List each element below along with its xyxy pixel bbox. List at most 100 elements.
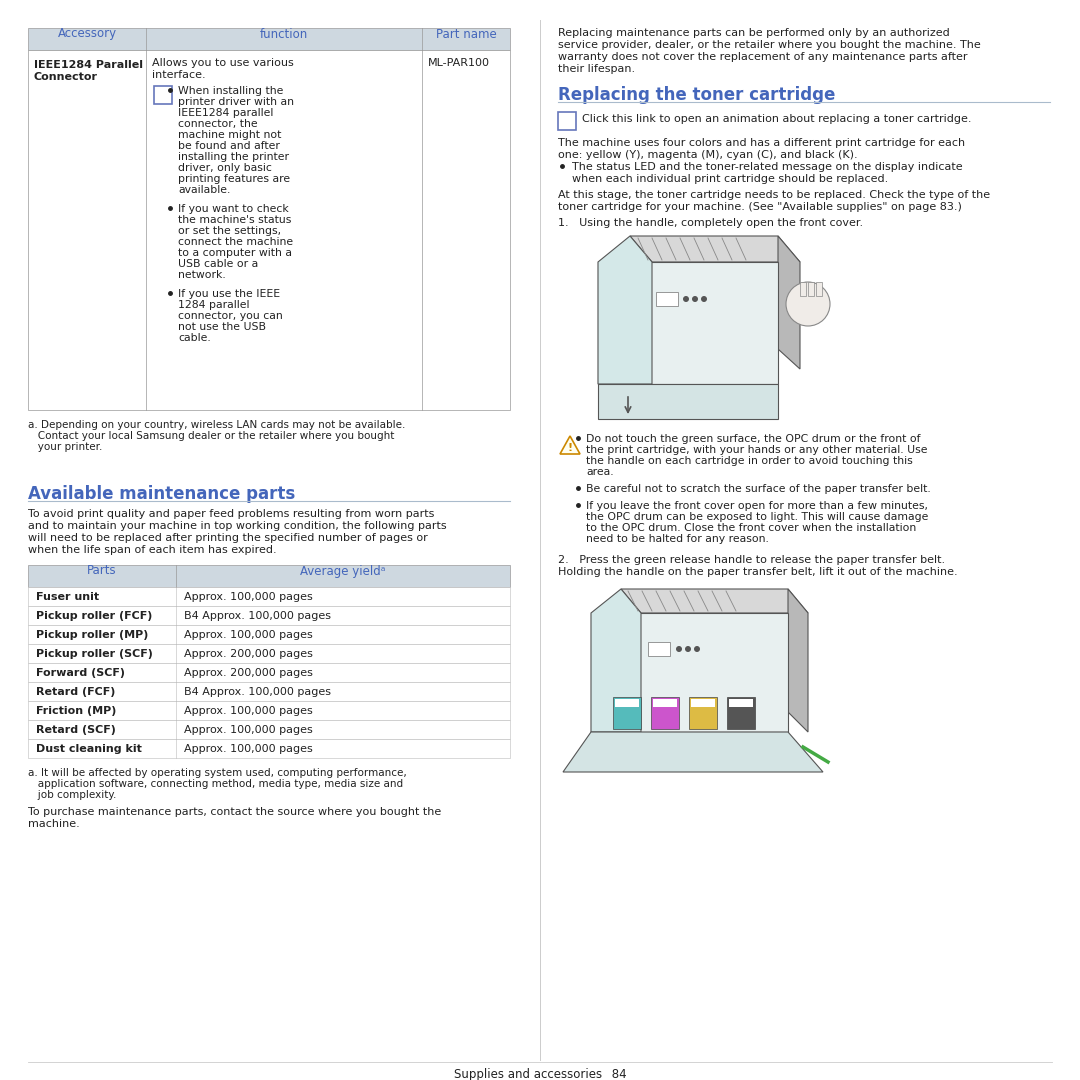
- Text: B4 Approx. 100,000 pages: B4 Approx. 100,000 pages: [184, 611, 330, 621]
- Text: installing the printer: installing the printer: [178, 152, 289, 162]
- Bar: [28, 681, 510, 701]
- Bar: [727, 697, 755, 729]
- Text: area.: area.: [586, 467, 613, 477]
- Polygon shape: [788, 589, 808, 732]
- Text: be found and after: be found and after: [178, 141, 280, 151]
- Polygon shape: [621, 589, 808, 613]
- Polygon shape: [598, 237, 652, 384]
- Text: IEEE1284 Parallel: IEEE1284 Parallel: [33, 60, 143, 70]
- Text: 2.   Press the green release handle to release the paper transfer belt.: 2. Press the green release handle to rel…: [558, 555, 945, 565]
- Bar: [648, 642, 670, 656]
- Text: To avoid print quality and paper feed problems resulting from worn parts: To avoid print quality and paper feed pr…: [28, 509, 434, 519]
- Polygon shape: [598, 262, 778, 384]
- Text: If you leave the front cover open for more than a few minutes,: If you leave the front cover open for mo…: [586, 501, 928, 511]
- Bar: [28, 663, 510, 681]
- Text: USB cable or a: USB cable or a: [178, 259, 258, 269]
- Text: Parts: Parts: [87, 565, 117, 578]
- Text: Approx. 100,000 pages: Approx. 100,000 pages: [184, 725, 313, 735]
- Text: the handle on each cartridge in order to avoid touching this: the handle on each cartridge in order to…: [586, 456, 913, 465]
- Text: connector, the: connector, the: [178, 119, 258, 129]
- Text: 1284 parallel: 1284 parallel: [178, 300, 249, 310]
- Text: Dust cleaning kit: Dust cleaning kit: [36, 744, 141, 754]
- Text: Approx. 100,000 pages: Approx. 100,000 pages: [184, 744, 313, 754]
- Polygon shape: [598, 384, 778, 419]
- Bar: [800, 282, 806, 296]
- Text: B4 Approx. 100,000 pages: B4 Approx. 100,000 pages: [184, 687, 330, 697]
- Text: Retard (SCF): Retard (SCF): [36, 725, 116, 735]
- Text: Approx. 200,000 pages: Approx. 200,000 pages: [184, 669, 313, 678]
- Text: Part name: Part name: [435, 27, 497, 40]
- Circle shape: [676, 646, 681, 652]
- Text: connector, you can: connector, you can: [178, 311, 283, 321]
- Text: IEEE1284 parallel: IEEE1284 parallel: [178, 108, 273, 118]
- Polygon shape: [778, 237, 800, 369]
- Polygon shape: [563, 732, 823, 772]
- Bar: [28, 588, 510, 606]
- Text: to a computer with a: to a computer with a: [178, 248, 292, 258]
- Text: To purchase maintenance parts, contact the source where you bought the: To purchase maintenance parts, contact t…: [28, 807, 442, 816]
- Text: the OPC drum can be exposed to light. This will cause damage: the OPC drum can be exposed to light. Th…: [586, 512, 929, 522]
- Text: when each individual print cartridge should be replaced.: when each individual print cartridge sho…: [572, 174, 888, 184]
- Text: Accessory: Accessory: [57, 27, 117, 40]
- Text: Pickup roller (FCF): Pickup roller (FCF): [36, 611, 152, 621]
- Bar: [651, 697, 679, 729]
- Text: to the OPC drum. Close the front cover when the installation: to the OPC drum. Close the front cover w…: [586, 523, 916, 534]
- Text: machine might not: machine might not: [178, 130, 282, 140]
- Bar: [613, 697, 642, 729]
- Text: Average yieldᵃ: Average yieldᵃ: [300, 565, 386, 578]
- Text: 1.   Using the handle, completely open the front cover.: 1. Using the handle, completely open the…: [558, 218, 863, 228]
- Text: one: yellow (Y), magenta (M), cyan (C), and black (K).: one: yellow (Y), magenta (M), cyan (C), …: [558, 150, 858, 160]
- Bar: [689, 697, 717, 729]
- Text: Replacing the toner cartridge: Replacing the toner cartridge: [558, 86, 835, 104]
- Text: Available maintenance parts: Available maintenance parts: [28, 485, 295, 503]
- Bar: [808, 282, 814, 296]
- Text: Allows you to use various: Allows you to use various: [152, 58, 294, 68]
- Text: At this stage, the toner cartridge needs to be replaced. Check the type of the: At this stage, the toner cartridge needs…: [558, 190, 990, 200]
- Text: and to maintain your machine in top working condition, the following parts: and to maintain your machine in top work…: [28, 521, 447, 531]
- Text: the machine's status: the machine's status: [178, 215, 292, 225]
- Text: printer driver with an: printer driver with an: [178, 97, 294, 107]
- Text: a. It will be affected by operating system used, computing performance,: a. It will be affected by operating syst…: [28, 768, 407, 778]
- Bar: [558, 112, 576, 130]
- Text: Contact your local Samsung dealer or the retailer where you bought: Contact your local Samsung dealer or the…: [28, 431, 394, 441]
- Polygon shape: [591, 613, 788, 732]
- Text: machine.: machine.: [28, 819, 80, 829]
- Text: service provider, dealer, or the retailer where you bought the machine. The: service provider, dealer, or the retaile…: [558, 40, 981, 50]
- Circle shape: [683, 296, 689, 302]
- Text: Fuser unit: Fuser unit: [36, 592, 99, 602]
- Text: a. Depending on your country, wireless LAN cards may not be available.: a. Depending on your country, wireless L…: [28, 420, 405, 430]
- Circle shape: [685, 646, 691, 652]
- Bar: [28, 644, 510, 663]
- Text: Approx. 200,000 pages: Approx. 200,000 pages: [184, 649, 313, 659]
- Text: Supplies and accessories_ 84: Supplies and accessories_ 84: [454, 1068, 626, 1080]
- Text: Connector: Connector: [33, 72, 98, 82]
- Circle shape: [692, 296, 698, 302]
- Text: The status LED and the toner-related message on the display indicate: The status LED and the toner-related mes…: [572, 162, 962, 172]
- Bar: [154, 86, 172, 104]
- Text: The machine uses four colors and has a different print cartridge for each: The machine uses four colors and has a d…: [558, 138, 966, 148]
- Text: job complexity.: job complexity.: [28, 789, 117, 800]
- Text: If you use the IEEE: If you use the IEEE: [178, 289, 280, 299]
- Text: connect the machine: connect the machine: [178, 237, 293, 247]
- Text: available.: available.: [178, 185, 230, 195]
- Bar: [28, 625, 510, 644]
- Text: Holding the handle on the paper transfer belt, lift it out of the machine.: Holding the handle on the paper transfer…: [558, 567, 958, 577]
- Text: Friction (MP): Friction (MP): [36, 706, 117, 716]
- Bar: [28, 606, 510, 625]
- Text: Replacing maintenance parts can be performed only by an authorized: Replacing maintenance parts can be perfo…: [558, 28, 949, 38]
- Bar: [653, 699, 677, 707]
- Text: the print cartridge, with your hands or any other material. Use: the print cartridge, with your hands or …: [586, 445, 928, 455]
- Text: printing features are: printing features are: [178, 174, 291, 184]
- Polygon shape: [630, 237, 800, 262]
- Text: Approx. 100,000 pages: Approx. 100,000 pages: [184, 592, 313, 602]
- Text: Approx. 100,000 pages: Approx. 100,000 pages: [184, 706, 313, 716]
- Text: !: !: [567, 443, 572, 453]
- Text: will need to be replaced after printing the specified number of pages or: will need to be replaced after printing …: [28, 534, 428, 543]
- Bar: [615, 699, 639, 707]
- Text: not use the USB: not use the USB: [178, 322, 266, 332]
- Text: Do not touch the green surface, the OPC drum or the front of: Do not touch the green surface, the OPC …: [586, 434, 920, 444]
- Text: cable.: cable.: [178, 333, 211, 343]
- Bar: [28, 28, 510, 50]
- Text: network.: network.: [178, 270, 226, 280]
- Text: Pickup roller (MP): Pickup roller (MP): [36, 630, 148, 640]
